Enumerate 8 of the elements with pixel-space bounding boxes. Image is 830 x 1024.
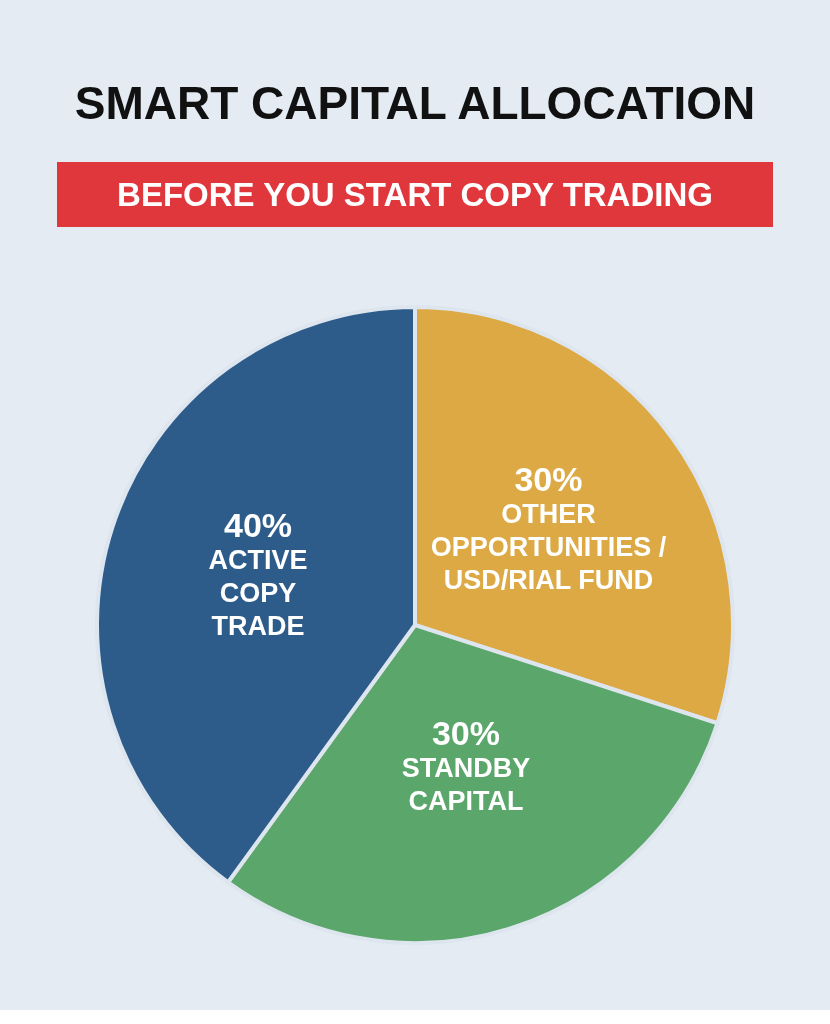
slice-label: OTHER OPPORTUNITIES / USD/RIAL FUND bbox=[430, 499, 667, 596]
slice-label: ACTIVE COPY TRADE bbox=[208, 545, 308, 642]
slice-label: STANDBY CAPITAL bbox=[401, 752, 531, 816]
data-label: 40% bbox=[224, 506, 293, 545]
chart-subtitle: BEFORE YOU START COPY TRADING bbox=[117, 176, 713, 213]
chart-title: SMART CAPITAL ALLOCATION bbox=[74, 77, 756, 129]
data-label: 30% bbox=[431, 713, 501, 752]
data-label: 30% bbox=[514, 460, 583, 499]
